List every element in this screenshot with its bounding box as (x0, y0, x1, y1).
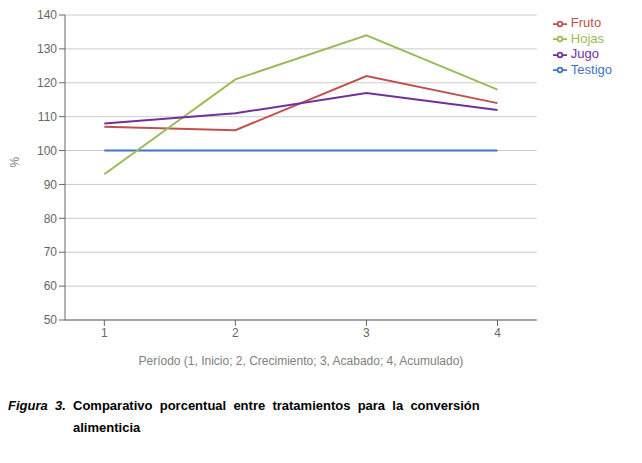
html-text:Hojas: Hojas (570, 30, 604, 46)
svg-text:2: 2 (232, 326, 239, 340)
svg-text:130: 130 (37, 42, 57, 56)
svg-text:%: % (8, 157, 22, 168)
svg-text:4: 4 (494, 326, 501, 340)
svg-text:100: 100 (37, 144, 57, 158)
svg-text:50: 50 (44, 313, 58, 327)
svg-text:110: 110 (38, 110, 57, 124)
svg-text:80: 80 (44, 212, 58, 226)
svg-text:Período (1, Inicio; 2, Crecimi: Período (1, Inicio; 2, Crecimiento; 3, A… (138, 354, 463, 368)
svg-text:140: 140 (37, 8, 57, 22)
svg-text:70: 70 (44, 245, 58, 259)
html-text:Testigo: Testigo (570, 61, 612, 77)
html-text:Fruto: Fruto (570, 15, 602, 30)
svg-text:3: 3 (363, 326, 370, 340)
svg-text:120: 120 (37, 76, 57, 90)
html-text:Jugo: Jugo (570, 46, 599, 62)
svg-text:1: 1 (101, 326, 108, 340)
html-text:alimenticia: alimenticia (65, 420, 141, 435)
html-text:Figura 3. Comparativo porcentu: Figura 3. Comparativo porcentual entre t… (8, 398, 480, 413)
svg-text:60: 60 (44, 279, 58, 293)
svg-text:90: 90 (44, 178, 58, 192)
